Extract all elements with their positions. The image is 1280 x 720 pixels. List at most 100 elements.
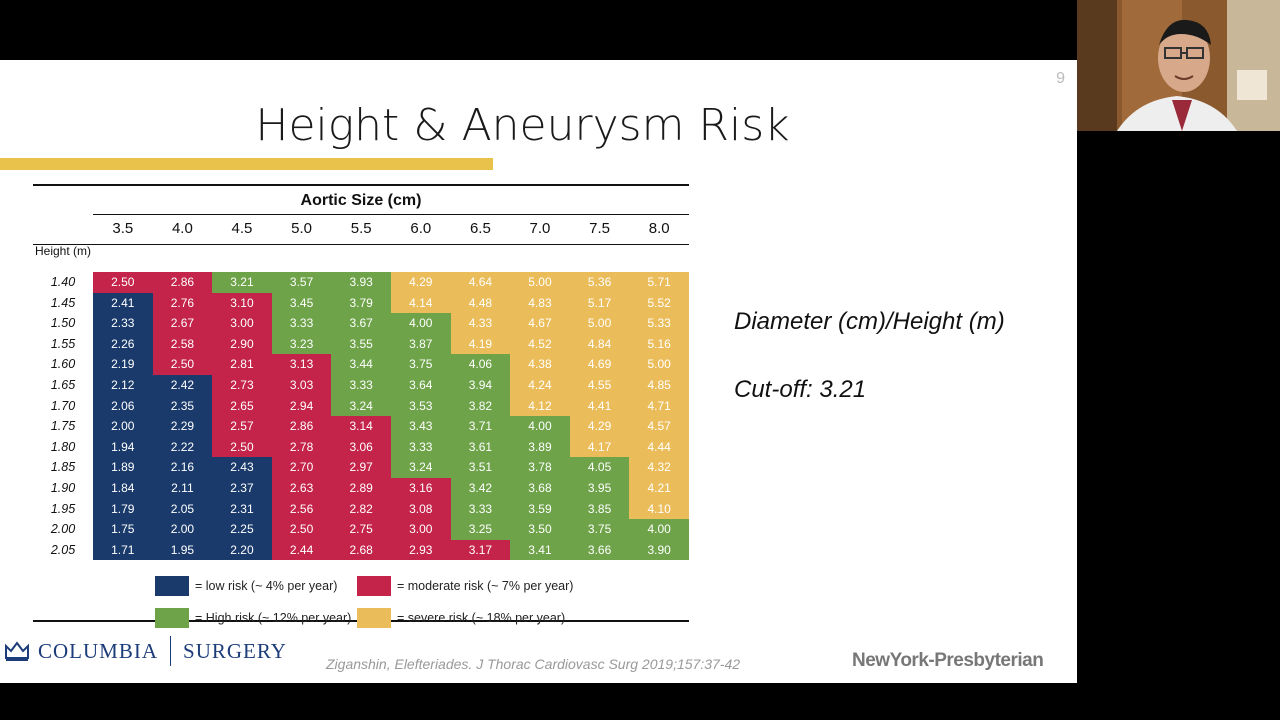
table-cell: 2.86 <box>271 416 332 437</box>
table-cell: 2.70 <box>271 457 332 478</box>
row-label-1.60: 1.60 <box>50 357 76 372</box>
row-label-1.75: 1.75 <box>50 419 76 434</box>
table-cell: 5.33 <box>629 313 689 334</box>
table-cell: 3.89 <box>510 436 570 458</box>
table-cell: 4.69 <box>569 354 630 375</box>
logo-divider <box>170 636 172 666</box>
table-cell: 4.29 <box>569 416 630 437</box>
header-rule <box>93 214 689 215</box>
table-cell: 4.10 <box>629 498 689 520</box>
newyork-presbyterian-logo: NewYork-Presbyterian <box>852 650 1044 671</box>
table-cell: 2.26 <box>93 333 153 355</box>
legend-moderate-label: = moderate risk (~ 7% per year) <box>397 579 574 593</box>
table-cell: 5.52 <box>629 292 689 314</box>
title-accent-bar <box>0 158 493 170</box>
table-cell: 2.68 <box>331 539 391 561</box>
table-cell: 2.97 <box>331 457 391 478</box>
table-cell: 3.33 <box>331 375 391 396</box>
table-cell: 3.43 <box>391 416 451 437</box>
table-cell: 5.17 <box>569 292 630 314</box>
table-cell: 2.89 <box>331 478 391 499</box>
presentation-slide: 9 Height & Aneurysm Risk Aortic Size (cm… <box>0 60 1077 683</box>
table-cell: 2.86 <box>152 272 213 293</box>
table-cell: 2.42 <box>152 375 213 396</box>
table-cell: 4.84 <box>569 333 630 355</box>
height-header: Height (m) <box>34 244 91 258</box>
table-cell: 2.16 <box>152 457 213 478</box>
table-cell: 1.95 <box>152 539 213 561</box>
table-cell: 4.32 <box>629 457 689 478</box>
table-cell: 5.00 <box>629 354 689 375</box>
column-header-6.5: 6.5 <box>469 220 491 237</box>
table-cell: 3.67 <box>331 313 391 334</box>
table-cell: 3.82 <box>450 395 511 417</box>
table-cell: 2.63 <box>271 478 332 499</box>
table-cell: 4.06 <box>450 354 511 375</box>
speaker-video-image <box>1077 0 1280 131</box>
table-cell: 3.94 <box>450 375 511 396</box>
column-header-7.0: 7.0 <box>529 220 551 237</box>
table-cell: 2.33 <box>93 313 153 334</box>
table-cell: 3.95 <box>569 478 630 499</box>
table-cell: 2.76 <box>152 292 213 314</box>
table-cell: 3.75 <box>391 354 451 375</box>
table-cell: 2.65 <box>212 395 272 417</box>
table-cell: 4.29 <box>391 272 451 293</box>
table-cell: 3.23 <box>271 333 332 355</box>
table-cell: 3.33 <box>450 498 511 520</box>
table-cell: 2.05 <box>152 498 213 520</box>
table-cell: 4.57 <box>629 416 689 437</box>
table-cell: 3.17 <box>450 539 511 561</box>
row-label-2.00: 2.00 <box>50 522 76 537</box>
table-cell: 3.57 <box>271 272 332 293</box>
table-cell: 2.00 <box>152 519 213 540</box>
row-label-1.85: 1.85 <box>50 460 76 475</box>
column-header-5.0: 5.0 <box>291 220 313 237</box>
table-cell: 2.94 <box>271 395 332 417</box>
crown-icon <box>5 641 29 661</box>
table-cell: 1.84 <box>93 478 153 499</box>
table-cell: 3.06 <box>331 436 391 458</box>
table-top-rule <box>33 184 689 186</box>
table-cell: 4.00 <box>629 519 689 540</box>
row-label-1.95: 1.95 <box>50 501 76 516</box>
table-cell: 4.83 <box>510 292 570 314</box>
table-cell: 2.58 <box>152 333 213 355</box>
table-cell: 2.37 <box>212 478 272 499</box>
table-cell: 2.50 <box>93 272 153 293</box>
table-cell: 4.48 <box>450 292 511 314</box>
table-cell: 4.41 <box>569 395 630 417</box>
column-header-6.0: 6.0 <box>410 220 432 237</box>
table-cell: 4.71 <box>629 395 689 417</box>
table-cell: 3.16 <box>391 478 451 499</box>
table-cell: 4.19 <box>450 333 511 355</box>
table-cell: 4.05 <box>569 457 630 478</box>
table-cell: 1.89 <box>93 457 153 478</box>
speaker-video-thumbnail <box>1077 0 1280 131</box>
row-label-1.50: 1.50 <box>50 316 76 331</box>
table-cell: 3.90 <box>629 539 689 561</box>
table-cell: 3.00 <box>391 519 451 540</box>
table-cell: 2.00 <box>93 416 153 437</box>
table-cell: 5.00 <box>510 272 570 293</box>
cutoff-note: Cut-off: 3.21 <box>734 376 867 403</box>
table-cell: 2.57 <box>212 416 272 437</box>
table-cell: 5.16 <box>629 333 689 355</box>
table-cell: 3.79 <box>331 292 391 314</box>
table-cell: 2.73 <box>212 375 272 396</box>
legend-severe-label: = severe risk (~ 18% per year) <box>397 611 566 625</box>
surgery-wordmark: SURGERY <box>183 638 287 663</box>
table-cell: 3.78 <box>510 457 570 478</box>
citation: Ziganshin, Elefteriades. J Thorac Cardio… <box>326 656 741 672</box>
table-cell: 5.71 <box>629 272 689 293</box>
row-label-2.05: 2.05 <box>50 542 76 557</box>
table-cell: 2.78 <box>271 436 332 458</box>
row-label-1.80: 1.80 <box>50 439 76 454</box>
table-cell: 2.12 <box>93 375 153 396</box>
column-header-7.5: 7.5 <box>589 220 611 237</box>
row-label-1.65: 1.65 <box>50 378 76 392</box>
moderate-risk-swatch <box>357 576 391 596</box>
table-cell: 2.50 <box>152 354 213 375</box>
table-cell: 2.56 <box>271 498 332 520</box>
legend-item-high: = High risk (~ 12% per year) <box>155 608 351 628</box>
